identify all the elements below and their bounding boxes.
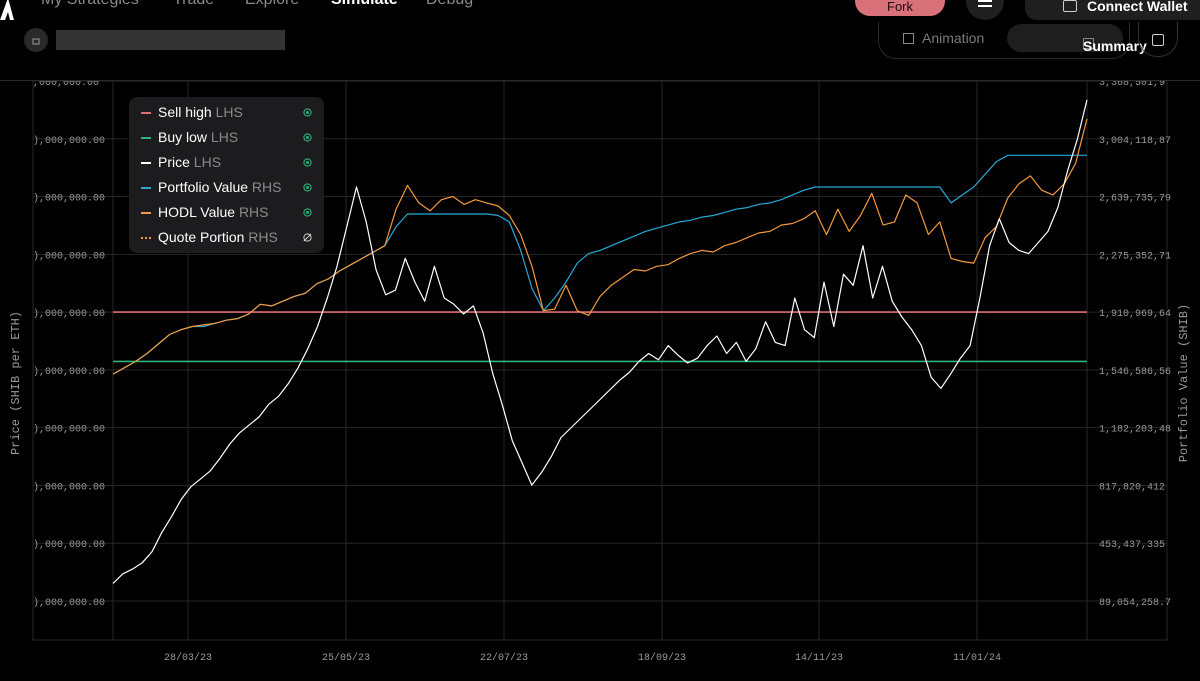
y-left-tick-label: ),000,000.00	[33, 135, 105, 147]
x-axis: 28/03/23 25/05/23 22/07/23 18/09/23 14/11/23…	[164, 652, 1001, 664]
eye-icon[interactable]	[303, 133, 312, 142]
simulation-toolbar: Animation Summary	[0, 22, 1200, 81]
y-right-tick-label: 2,275,352,71	[1099, 251, 1171, 262]
sell-high-swatch	[141, 112, 151, 114]
price-series	[112, 99, 1088, 584]
legend-label: Price	[158, 154, 190, 170]
range-lines	[113, 311, 1087, 363]
portfolio-value-swatch	[141, 187, 151, 189]
x-tick-label: 22/07/23	[480, 652, 528, 664]
export-icon	[1152, 34, 1164, 46]
fork-button[interactable]: Fork	[855, 0, 945, 16]
legend-label: Sell high	[158, 104, 212, 120]
eye-icon[interactable]	[303, 183, 312, 192]
price-swatch	[141, 162, 151, 164]
y-left-tick-label: ,000,000.00	[33, 81, 99, 89]
legend-item-sell-high[interactable]: Sell high LHS	[141, 103, 316, 123]
y-right-tick-label: 3,368,501,9	[1099, 81, 1165, 89]
view-toggle: Animation Summary	[878, 22, 1147, 59]
summary-icon	[1083, 38, 1094, 49]
export-button[interactable]	[1138, 22, 1178, 57]
y-axis-right: 3,368,501,9 3,004,118,87 2,639,735,79 2,275…	[1099, 81, 1171, 609]
chart-series	[112, 99, 1088, 584]
strategy-name-field[interactable]	[56, 30, 285, 50]
legend-side: RHS	[248, 229, 278, 245]
y-right-tick-label: 453,437,335	[1099, 540, 1165, 551]
legend-item-hodl-value[interactable]: HODL Value RHS	[141, 203, 316, 223]
y-right-tick-label: 1,910,969,64	[1099, 309, 1171, 320]
nav-trade[interactable]: Trade	[173, 0, 245, 9]
legend-side: LHS	[215, 104, 243, 120]
connect-wallet-label: Connect Wallet	[1087, 0, 1188, 14]
eye-icon[interactable]	[303, 158, 312, 167]
wallet-icon	[1063, 0, 1077, 12]
y-right-tick-label: 1,182,203,48	[1099, 425, 1171, 436]
animation-tab[interactable]: Animation	[903, 30, 984, 46]
nav-my-strategies[interactable]: My Strategies	[41, 0, 173, 9]
plot-border	[32, 81, 1168, 641]
y-left-tick-label: ),000,000.00	[33, 424, 105, 436]
y-left-tick-label: ),000,000.00	[33, 539, 105, 551]
simulation-chart: ,000,000.00 ),000,000.00 ),000,000.00 ),000…	[9, 81, 1191, 664]
y-right-tick-label: 3,004,118,87	[1099, 136, 1171, 147]
connect-wallet-button[interactable]: Connect Wallet	[1025, 0, 1200, 20]
main-nav: My Strategies Trade Explore Simulate Deb…	[41, 0, 486, 9]
legend-side: RHS	[238, 204, 269, 220]
x-tick-label: 28/03/23	[164, 652, 212, 664]
nav-explore[interactable]: Explore	[245, 0, 331, 9]
animation-icon	[903, 33, 914, 44]
summary-label: Summary	[1083, 38, 1147, 54]
y-left-tick-label: ),000,000.00	[33, 308, 105, 320]
eye-icon[interactable]	[303, 108, 312, 117]
animation-label: Animation	[922, 30, 985, 46]
x-tick-label: 25/05/23	[322, 652, 370, 664]
legend-side: LHS	[210, 129, 239, 145]
y-left-tick-label: ),000,000.00	[33, 366, 105, 378]
legend-side: LHS	[193, 154, 222, 170]
nav-simulate[interactable]: Simulate	[331, 0, 426, 9]
top-navigation: My Strategies Trade Explore Simulate Deb…	[0, 0, 1200, 22]
y-axis-left: ,000,000.00 ),000,000.00 ),000,000.00 ),000…	[33, 81, 105, 609]
eye-off-icon[interactable]	[303, 233, 312, 242]
legend-label: Quote Portion	[158, 229, 245, 245]
quote-portion-swatch	[141, 237, 151, 239]
x-tick-label: 11/01/24	[953, 652, 1001, 664]
buy-low-swatch	[141, 137, 151, 139]
y-left-tick-label: ),000,000.00	[33, 481, 105, 493]
legend-item-buy-low[interactable]: Buy low LHS	[141, 128, 316, 148]
chart-grid	[32, 81, 1168, 641]
eye-icon[interactable]	[303, 208, 312, 217]
chart-legend: Sell high LHS Buy low LHS Price LHS Port…	[129, 97, 324, 253]
y-left-tick-label: ),000,000.00	[33, 250, 105, 262]
lock-icon	[32, 38, 40, 45]
hodl-value-series	[112, 118, 1088, 375]
summary-tab[interactable]: Summary	[1007, 24, 1147, 54]
legend-item-quote-portion[interactable]: Quote Portion RHS	[141, 228, 316, 248]
legend-item-portfolio-value[interactable]: Portfolio Value RHS	[141, 178, 316, 198]
nav-debug[interactable]: Debug	[426, 0, 486, 9]
x-tick-label: 14/11/23	[795, 652, 843, 664]
legend-label: Buy low	[158, 129, 208, 145]
y-left-tick-label: ),000,000.00	[33, 193, 105, 205]
legend-label: HODL Value	[158, 204, 236, 220]
y-right-tick-label: 1,546,586,56	[1099, 367, 1171, 378]
hodl-value-swatch	[141, 212, 151, 214]
legend-item-price[interactable]: Price LHS	[141, 153, 316, 173]
x-tick-label: 18/09/23	[638, 652, 686, 664]
legend-side: RHS	[251, 179, 282, 195]
menu-button[interactable]	[966, 0, 1004, 20]
y-right-tick-label: 817,820,412	[1099, 482, 1165, 493]
y-axis-right-label: Portfolio Value (SHIB)	[1177, 304, 1191, 462]
lock-button[interactable]	[24, 28, 48, 52]
y-axis-left-label: Price (SHIB per ETH)	[9, 311, 23, 455]
logo-icon	[0, 0, 14, 20]
y-right-tick-label: 89,054,258.7	[1099, 598, 1171, 609]
legend-label: Portfolio Value	[158, 179, 249, 195]
y-right-tick-label: 2,639,735,79	[1099, 194, 1171, 205]
hamburger-icon	[978, 0, 992, 7]
y-left-tick-label: ),000,000.00	[33, 597, 105, 609]
